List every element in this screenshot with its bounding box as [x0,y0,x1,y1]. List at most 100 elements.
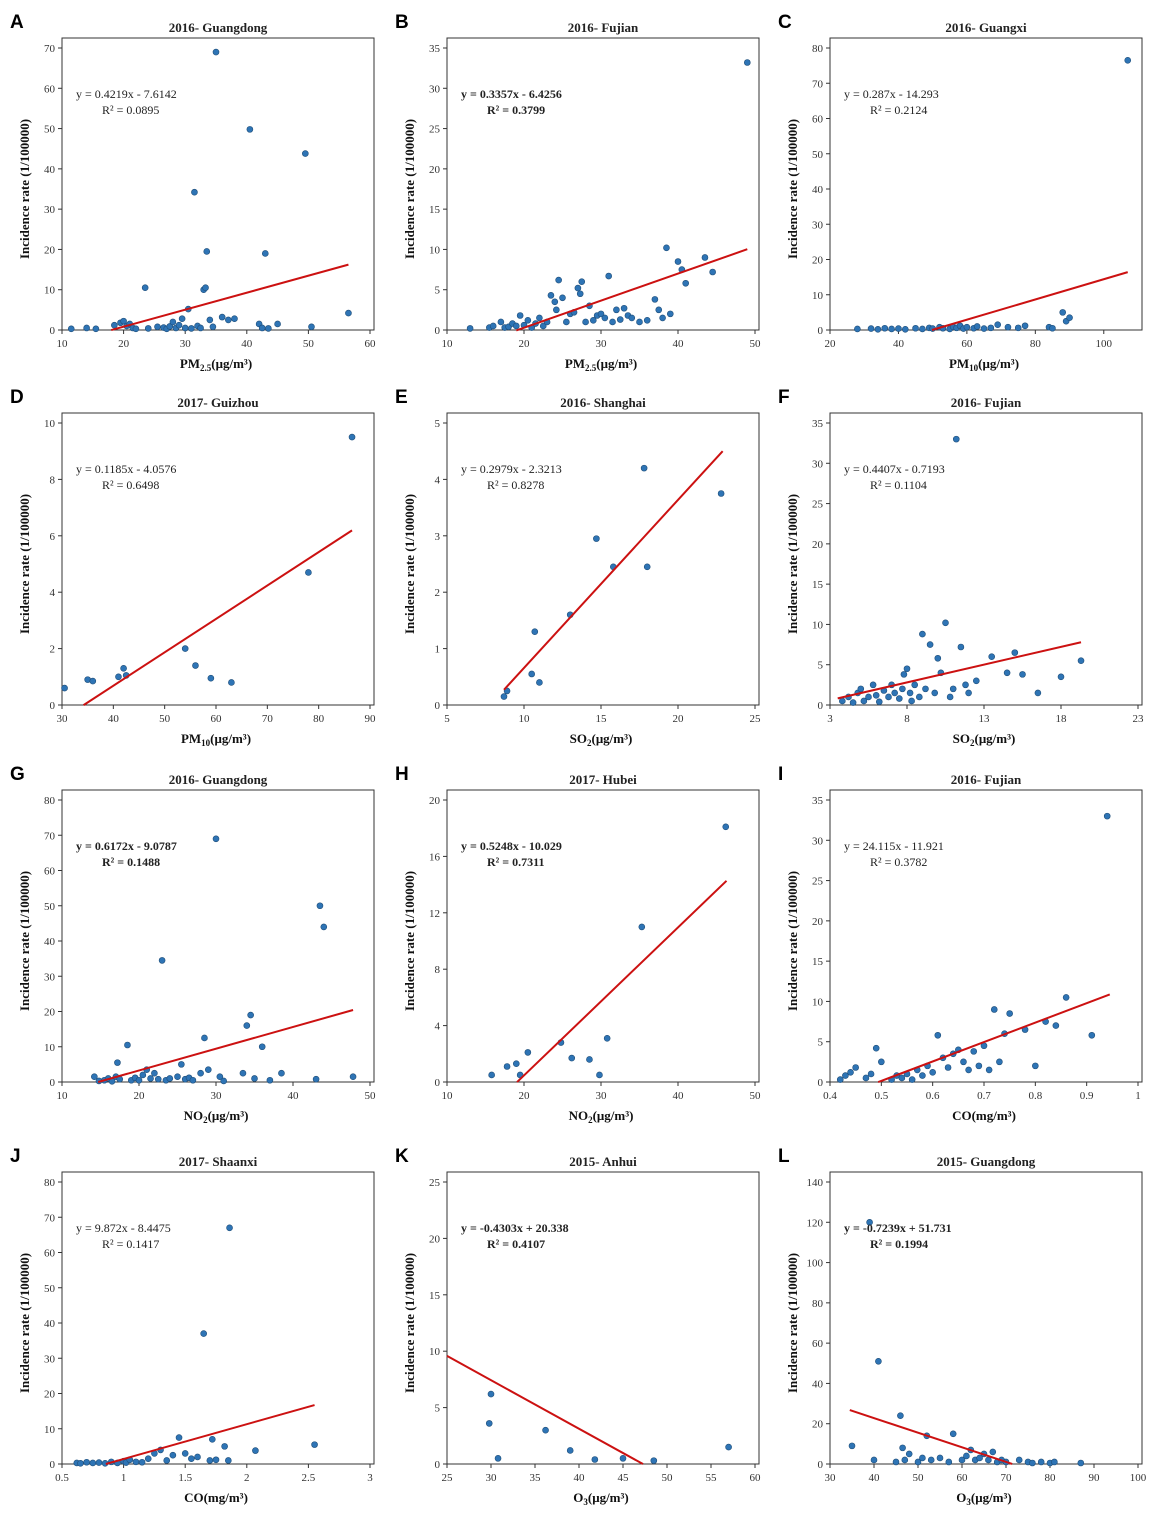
x-axis-label: SO2(μg/m³) [570,731,633,748]
data-point [246,126,254,133]
y-tick-label: 40 [812,184,824,196]
data-point [220,1077,227,1085]
y-tick-label: 50 [44,124,56,136]
data-point [972,677,980,685]
chart-title: 2016- Guangxi [945,20,1027,35]
chart-panel-j: J 2017- Shaanxi 0 10 20 30 40 50 60 70 80 0.5 1 1.5 2 2… [10,1146,375,1505]
y-tick-label: 80 [44,1177,56,1189]
data-point [931,689,939,697]
data-point [139,1071,147,1079]
y-tick-label: 25 [812,499,824,511]
data-point [867,1070,875,1078]
chart-title: 2015- Anhui [569,1154,637,1169]
x-axis-label: CO(mg/m³) [184,1490,248,1505]
chart-title: 2016- Guangdong [169,20,268,35]
y-tick-label: 1 [435,644,441,656]
plot-area-frame [829,789,1143,1083]
x-tick-label: 50 [159,713,171,725]
data-point [596,1071,603,1079]
r-squared-label: R² = 0.1994 [870,1237,928,1251]
trend-line [877,993,1111,1084]
x-tick-label: 3 [367,1472,373,1484]
regression-equation: y = 9.872x - 8.4475 [76,1221,171,1235]
data-point [536,314,543,322]
y-tick-label: 60 [812,114,824,126]
y-tick-label: 5 [435,1403,441,1415]
data-point [651,296,659,303]
data-point [862,1074,870,1082]
data-point [628,314,636,322]
data-point [1062,994,1070,1001]
data-point [655,306,663,314]
y-tick-label: 0 [818,1459,824,1471]
x-tick-label: 10 [442,338,454,350]
y-tick-label: 35 [812,418,824,430]
x-tick-label: 10 [442,1090,454,1102]
x-tick-label: 40 [893,338,905,350]
data-point [551,298,559,306]
trend-line [837,641,1082,700]
y-tick-label: 0 [818,1077,824,1089]
y-tick-label: 30 [44,971,56,983]
data-point [166,323,174,330]
plot-area-frame [446,412,760,706]
x-tick-label: 13 [979,713,991,725]
r-squared-label: R² = 0.3799 [487,103,545,117]
x-tick-label: 23 [1133,713,1145,725]
data-point [674,258,682,265]
x-tick-label: 80 [1045,1472,1057,1484]
data-point [243,1022,251,1029]
panel-letter: I [778,764,783,785]
x-tick-label: 20 [134,1090,146,1102]
data-point [609,318,616,326]
data-point [524,317,532,324]
chart-panel-c: C 2016- Guangxi 0 10 20 30 40 50 60 70 80 20 40 60 80 1… [778,12,1143,373]
x-tick-label: 30 [211,1090,223,1102]
data-point [265,325,272,332]
data-point [906,689,914,697]
y-tick-label: 10 [429,1346,441,1358]
data-point [91,1073,98,1081]
data-point [576,290,584,298]
data-point [919,630,926,638]
trend-line [516,880,728,1083]
y-tick-label: 30 [429,83,441,95]
data-point [899,1444,906,1452]
y-axis-label: Incidence rate (1/100000) [402,494,417,634]
data-point [717,490,725,497]
y-tick-label: 2 [435,587,441,599]
regression-equation: y = 0.5248x - 10.029 [461,839,562,853]
data-point [867,325,875,332]
data-point [221,1443,228,1450]
data-point [952,435,960,443]
chart-panel-e: E 2016- Shanghai 0 1 2 3 4 5 5 10 15 20 25 SO2(μg/m³)… [395,387,761,748]
panel-letter: L [778,1146,790,1167]
x-tick-label: 10 [519,713,531,725]
x-tick-label: 50 [750,338,762,350]
data-point [349,1073,357,1081]
trend-line [849,1409,1013,1465]
data-point [722,823,730,831]
data-point [965,689,972,697]
data-point [866,1218,873,1226]
data-point [980,325,988,332]
data-point [878,1058,885,1066]
x-tick-label: 25 [442,1472,454,1484]
data-point [488,1071,495,1079]
data-point [231,315,238,323]
trend-line [111,263,349,332]
x-tick-label: 60 [961,338,973,350]
x-tick-label: 3 [827,713,833,725]
data-point [895,695,903,702]
data-point [965,1066,972,1074]
x-tick-label: 30 [825,1472,837,1484]
plot-area-frame [829,37,1143,331]
data-point [316,902,324,910]
x-tick-label: 60 [365,338,377,350]
data-point [1077,657,1085,664]
x-axis-label: O3(μg/m³) [573,1490,629,1507]
data-point [643,317,651,324]
data-point [874,325,882,333]
y-axis-label: Incidence rate (1/100000) [785,494,800,634]
y-tick-label: 0 [50,325,56,337]
